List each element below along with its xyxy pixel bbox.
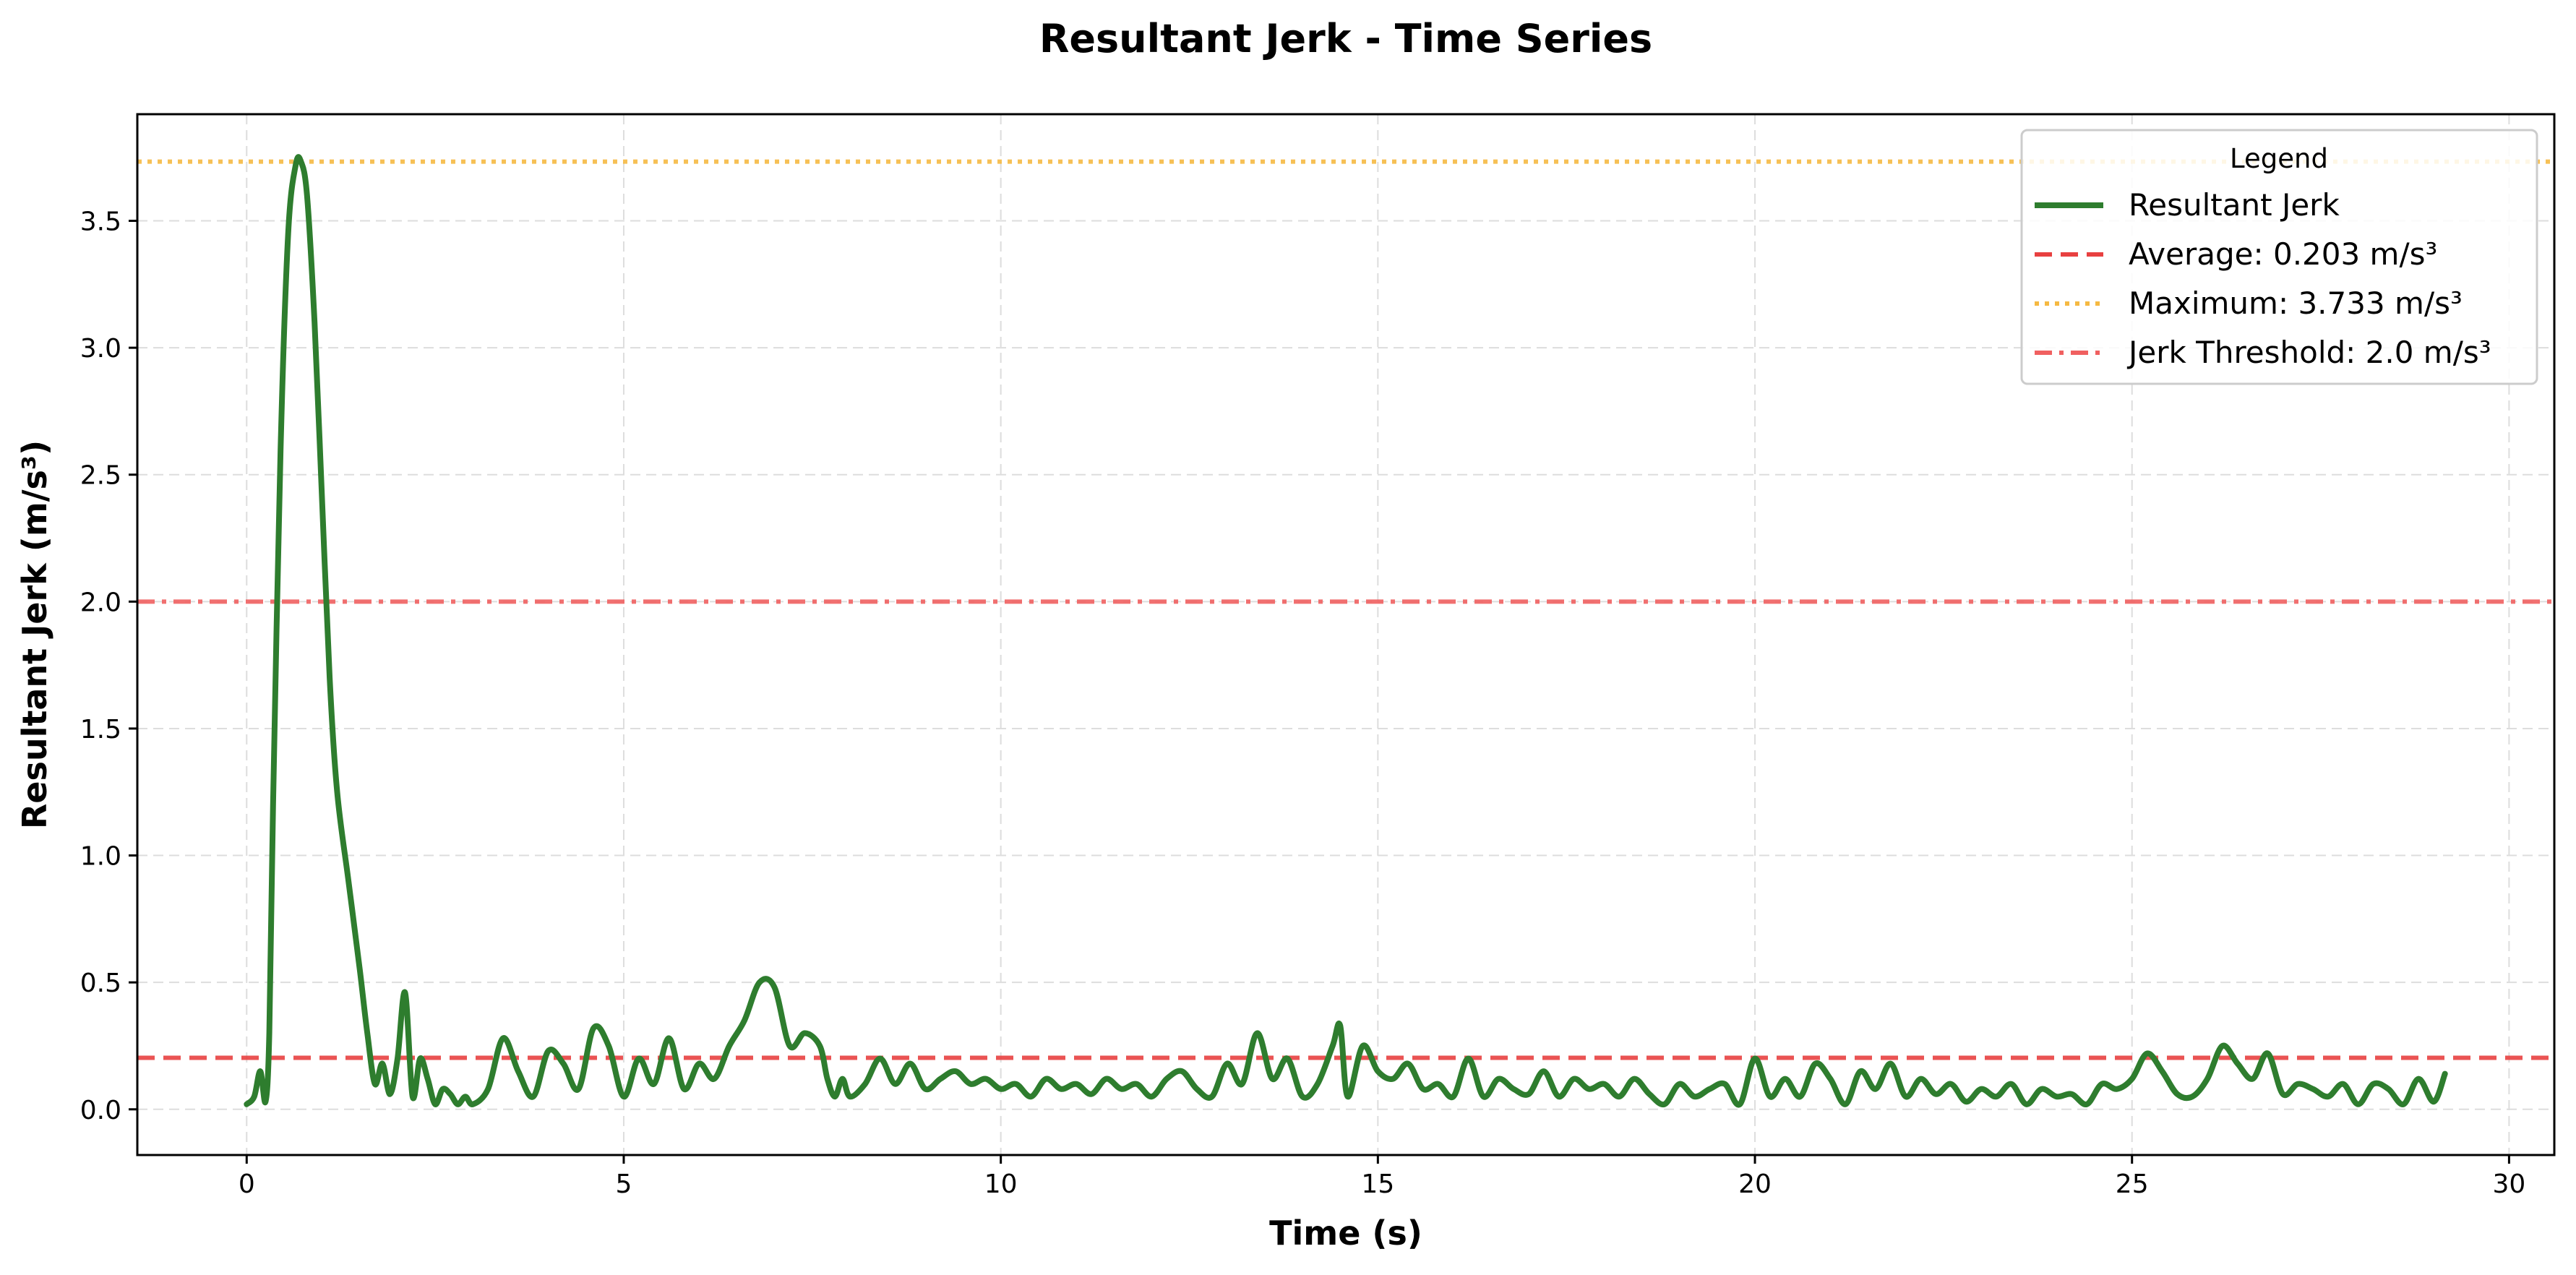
y-tick-label: 3.0 <box>80 334 121 364</box>
y-tick-label: 1.0 <box>80 842 121 872</box>
y-axis-label: Resultant Jerk (m/s³) <box>15 440 54 829</box>
y-tick-label: 3.5 <box>80 207 121 237</box>
y-tick-label: 0.0 <box>80 1096 121 1125</box>
legend: Legend Resultant Jerk Average: 0.203 m/s³… <box>2020 129 2538 385</box>
x-tick-label: 10 <box>984 1169 1018 1199</box>
plot-frame <box>136 113 2556 1156</box>
x-tick-label: 5 <box>616 1169 632 1199</box>
x-tick-label: 0 <box>239 1169 255 1199</box>
x-tick-label: 25 <box>2116 1169 2149 1199</box>
legend-title: Legend <box>2230 143 2328 174</box>
legend-entry-label: Resultant Jerk <box>2129 187 2340 223</box>
chart-title: Resultant Jerk - Time Series <box>1039 16 1652 61</box>
y-axis-ticks: 0.0 0.5 1.0 1.5 2.0 2.5 3.0 3.5 <box>80 207 137 1125</box>
series-line <box>244 154 2448 1108</box>
y-tick-label: 1.5 <box>80 715 121 744</box>
legend-entry-label: Average: 0.203 m/s³ <box>2129 236 2437 272</box>
x-tick-label: 30 <box>2492 1169 2525 1199</box>
y-tick-label: 2.5 <box>80 461 121 491</box>
x-tick-label: 20 <box>1738 1169 1772 1199</box>
series-layer <box>244 154 2448 1108</box>
legend-entry-label: Jerk Threshold: 2.0 m/s³ <box>2126 335 2491 370</box>
x-tick-label: 15 <box>1361 1169 1394 1199</box>
y-tick-label: 0.5 <box>80 969 121 998</box>
legend-entry-label: Maximum: 3.733 m/s³ <box>2129 286 2463 321</box>
x-axis-label: Time (s) <box>1269 1214 1422 1253</box>
x-axis-ticks: 0 5 10 15 20 25 30 <box>239 1155 2525 1199</box>
legend-box <box>2020 129 2538 385</box>
y-tick-label: 2.0 <box>80 588 121 617</box>
